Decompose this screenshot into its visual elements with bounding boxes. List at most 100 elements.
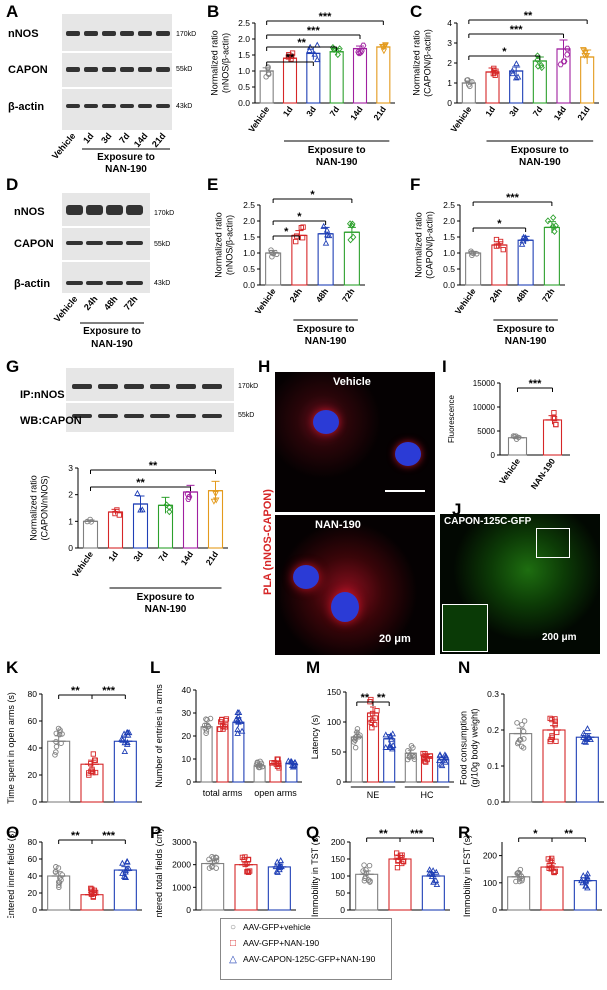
- data-point: [53, 738, 59, 745]
- data-point: [211, 859, 218, 865]
- data-point: [291, 759, 299, 766]
- data-point: [545, 856, 551, 862]
- y-tick-label: 2: [68, 490, 73, 500]
- data-point: [436, 751, 444, 758]
- data-point: [549, 857, 555, 863]
- sig-label: *: [533, 828, 538, 840]
- data-point: [397, 852, 404, 858]
- y-tick-label: 100: [483, 878, 497, 888]
- x-group-label: open arms: [254, 788, 297, 798]
- panel-label-k: K: [6, 658, 19, 677]
- y-tick-label: 0: [32, 797, 37, 807]
- chart-l: 0 10 20 30 40 Number of entries in arms total …: [154, 684, 302, 798]
- bar: [282, 57, 298, 104]
- scale-bar-label: 20 μm: [379, 633, 411, 645]
- data-point: [468, 248, 474, 254]
- data-point: [53, 864, 59, 870]
- data-point: [351, 739, 357, 745]
- data-point: [579, 872, 587, 879]
- data-point: [122, 868, 129, 875]
- panel-label-c: C: [410, 2, 423, 21]
- panel-label-n: N: [458, 658, 471, 677]
- data-point: [220, 723, 226, 730]
- y-tick-label: 20: [182, 731, 192, 741]
- data-point: [564, 51, 571, 58]
- blot-a-lane-2: 1d: [81, 131, 95, 145]
- data-point: [207, 715, 214, 722]
- x-tick-label: 7d: [531, 104, 545, 118]
- x-axis-label: NAN-190: [145, 604, 187, 615]
- panel-label-h: H: [258, 357, 271, 376]
- data-point: [382, 743, 390, 750]
- bar: [216, 726, 229, 783]
- x-tick-label: 3d: [131, 549, 145, 563]
- data-point: [538, 64, 545, 72]
- blot-a-lane-1: Vehicle: [50, 131, 78, 161]
- data-point: [290, 762, 298, 769]
- y-tick-label: 60: [28, 854, 38, 864]
- data-point: [212, 491, 219, 498]
- data-point: [330, 45, 337, 53]
- svg-text:PLA (nNOS-CAPON): PLA (nNOS-CAPON): [262, 489, 274, 595]
- data-point: [360, 868, 366, 874]
- blot-d-label-actin: β-actin: [14, 278, 50, 290]
- data-point: [53, 749, 59, 755]
- data-point: [369, 725, 375, 731]
- data-point: [362, 875, 368, 882]
- data-point: [320, 222, 327, 229]
- data-point: [239, 854, 246, 861]
- data-point: [579, 47, 587, 54]
- data-point: [125, 864, 133, 871]
- chart-i: 0 5000 10000 15000 Fluorescence Vehicle NAN-19…: [447, 378, 570, 491]
- data-point: [466, 81, 472, 88]
- data-point: [534, 56, 541, 64]
- y-tick-label: 1.0: [238, 66, 250, 76]
- panel-label-m: M: [306, 658, 321, 677]
- bar: [542, 419, 563, 456]
- blot-a-kd-2: 55kD: [176, 66, 192, 73]
- data-point: [354, 729, 360, 735]
- data-point: [55, 725, 62, 732]
- y-tick-label: 0: [336, 777, 341, 787]
- x-tick-label: 3d: [507, 104, 521, 118]
- bar: [575, 736, 599, 803]
- data-point: [123, 857, 131, 864]
- data-point: [382, 731, 390, 738]
- y-tick-label: 2000: [172, 860, 191, 870]
- data-point: [408, 752, 414, 758]
- bar: [543, 226, 560, 286]
- data-point: [223, 722, 229, 728]
- y-tick-label: 0.0: [443, 280, 455, 290]
- data-point: [587, 736, 594, 743]
- y-axis-label: Immobility in TST (s): [310, 835, 320, 917]
- y-tick-label: 2.5: [243, 200, 255, 210]
- bar: [329, 51, 344, 104]
- x-axis-label: NAN-190: [519, 157, 561, 168]
- data-point: [521, 736, 527, 742]
- data-point: [550, 415, 556, 421]
- data-point: [438, 762, 446, 769]
- y-axis-label: Time spent in open arms (s): [6, 692, 16, 804]
- data-point: [584, 725, 591, 732]
- data-point: [352, 744, 359, 751]
- bar: [352, 48, 368, 104]
- data-point: [580, 738, 588, 745]
- y-tick-label: 1.0: [243, 248, 255, 258]
- y-tick-label: 1: [447, 78, 452, 88]
- x-tick-label: 48h: [314, 286, 331, 304]
- bar: [201, 862, 225, 911]
- data-point: [581, 52, 588, 59]
- data-point: [549, 734, 556, 741]
- bar: [509, 733, 533, 803]
- data-point: [584, 870, 591, 877]
- y-tick-label: 1.5: [443, 232, 455, 242]
- data-point: [553, 738, 559, 744]
- panel-label-g: G: [6, 357, 20, 376]
- panel-label-a: A: [6, 2, 19, 21]
- data-point: [116, 512, 122, 518]
- micrograph-nan190: NAN-190 20 μm: [275, 515, 435, 655]
- data-point: [348, 222, 356, 230]
- y-axis-label: (CAPON/β-actin): [425, 211, 435, 279]
- data-point: [289, 50, 296, 56]
- data-point: [59, 872, 66, 878]
